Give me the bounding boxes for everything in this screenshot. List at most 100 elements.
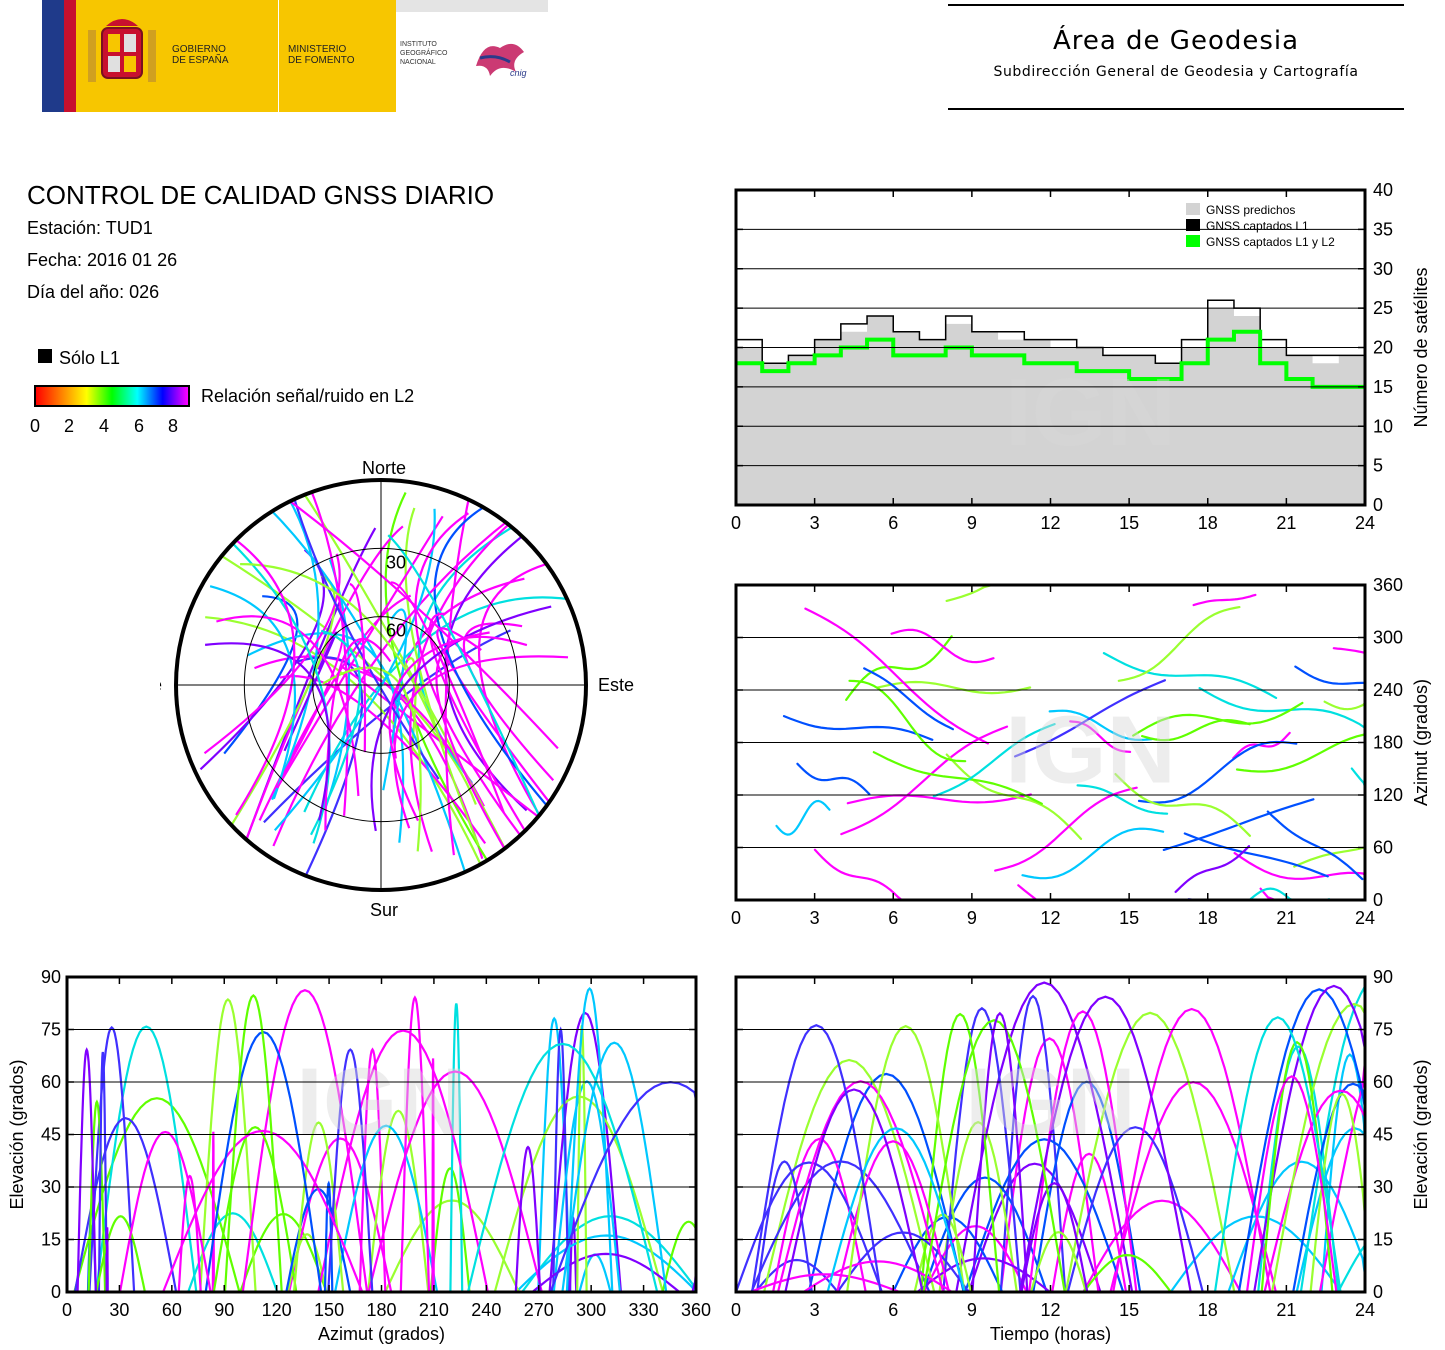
satellite-track	[561, 1041, 668, 1294]
ign-label: INSTITUTO GEOGRÁFICO NACIONAL	[400, 40, 447, 67]
x-tick-label: 180	[366, 1300, 396, 1320]
satellite-track	[429, 1167, 471, 1294]
satellite-track	[414, 512, 555, 878]
satellite-track	[1082, 1199, 1242, 1294]
satellite-track	[1064, 1011, 1236, 1294]
y-tick-label: 0	[1373, 890, 1383, 910]
satellite-track	[548, 1011, 622, 1294]
satellite-track	[95, 1215, 146, 1294]
ign-logo-box	[396, 0, 548, 112]
x-tick-label: 9	[967, 908, 977, 925]
x-tick-label: 3	[810, 908, 820, 925]
satellite-track	[370, 605, 552, 832]
satellite-track	[826, 1127, 966, 1294]
satellite-track	[1051, 1152, 1128, 1294]
colorbar-tick: 4	[99, 416, 110, 436]
l1-only-label: Sólo L1	[59, 348, 121, 368]
satellite-track	[435, 635, 528, 887]
y-tick-label: 360	[1373, 575, 1403, 595]
satellite-track	[431, 1058, 435, 1294]
satellite-track	[515, 1234, 698, 1294]
y-tick-label: 30	[1373, 259, 1393, 279]
y-tick-label: 0	[1373, 495, 1383, 515]
satellite-track	[211, 1131, 215, 1294]
horizon-circle	[174, 478, 588, 892]
y-axis-title: Elevación (grados)	[1411, 1059, 1431, 1209]
cnig-logo-text: cnig	[510, 68, 527, 78]
satellite-track	[97, 1051, 108, 1294]
satellite-track	[872, 751, 1043, 805]
x-tick-label: 6	[888, 908, 898, 925]
satellite-track	[1174, 845, 1251, 893]
x-tick-label: 21	[1276, 1300, 1296, 1320]
satellite-track	[327, 1048, 374, 1294]
satellite-track	[1048, 709, 1153, 742]
header-top-rule	[948, 4, 1404, 6]
satellite-track	[846, 793, 1032, 805]
satellite-track	[772, 1137, 867, 1294]
x-tick-label: 330	[629, 1300, 659, 1320]
x-tick-label: 270	[524, 1300, 554, 1320]
ring-label: 60	[386, 621, 406, 641]
y-tick-label: 0	[1373, 1282, 1383, 1302]
satellite-track	[271, 487, 320, 801]
x-tick-label: 15	[1119, 513, 1139, 530]
x-tick-label: 0	[731, 1300, 741, 1320]
satellite-track	[1019, 995, 1192, 1294]
gov-line-1: GOBIERNO	[172, 44, 226, 55]
y-tick-label: 30	[41, 1177, 61, 1197]
satellite-track	[1132, 701, 1304, 737]
x-tick-label: 9	[967, 513, 977, 530]
satellite-tracks	[73, 986, 698, 1294]
satellite-track	[565, 986, 614, 1294]
x-tick-label: 15	[1119, 908, 1139, 925]
y-tick-label: 0	[51, 1282, 61, 1302]
satellite-track	[177, 1174, 202, 1294]
y-tick-label: 45	[41, 1125, 61, 1145]
satellite-track	[384, 492, 496, 873]
satellite-track	[922, 1019, 1066, 1294]
satellite-track	[88, 1025, 136, 1294]
satellite-track	[322, 666, 422, 852]
satellite-track	[433, 495, 566, 828]
satellite-track	[310, 629, 362, 836]
x-tick-label: 3	[810, 1300, 820, 1320]
satellite-track	[223, 994, 283, 1294]
skyplot-chart: 30 60 Norte Sur Este Oeste	[160, 458, 634, 920]
satellite-track	[283, 631, 338, 752]
satellite-track	[1192, 593, 1257, 607]
satellite-track	[449, 1003, 464, 1294]
satellite-track	[1309, 1092, 1367, 1294]
y-tick-label: 60	[1373, 838, 1393, 858]
ign-watermark: IGN	[1005, 359, 1176, 466]
x-tick-label: 24	[1355, 513, 1375, 530]
satellite-track	[999, 1037, 1100, 1294]
header-bottom-rule	[948, 108, 1404, 110]
colorbar-tick: 8	[168, 416, 179, 436]
x-tick-label: 18	[1198, 908, 1218, 925]
label-north: Norte	[362, 458, 406, 478]
satellite-track	[932, 723, 1056, 798]
area-subtitle: Subdirección General de Geodesia y Carto…	[993, 64, 1359, 80]
x-tick-label: 6	[888, 1300, 898, 1320]
satellite-track	[836, 1140, 951, 1294]
y-tick-label: 5	[1373, 456, 1383, 476]
satellite-track	[317, 1029, 489, 1294]
satellite-track	[846, 1024, 966, 1294]
legend-swatch	[1186, 235, 1200, 247]
satellite-track	[288, 1137, 393, 1294]
gov-line-2: DE ESPAÑA	[172, 55, 229, 66]
ign-watermark: IGN	[965, 1049, 1136, 1156]
legend-label: GNSS predichos	[1206, 203, 1295, 217]
y-tick-label: 240	[1373, 680, 1403, 700]
x-tick-label: 21	[1276, 513, 1296, 530]
satellite-track	[749, 1273, 901, 1294]
satellite-track	[428, 612, 559, 885]
satellite-track	[514, 1145, 542, 1294]
y-tick-label: 60	[41, 1072, 61, 1092]
ministry-band	[278, 0, 397, 112]
satellite-track	[1117, 606, 1241, 682]
x-tick-label: 0	[62, 1300, 72, 1320]
satellite-track	[1076, 784, 1169, 815]
x-tick-label: 210	[419, 1300, 449, 1320]
